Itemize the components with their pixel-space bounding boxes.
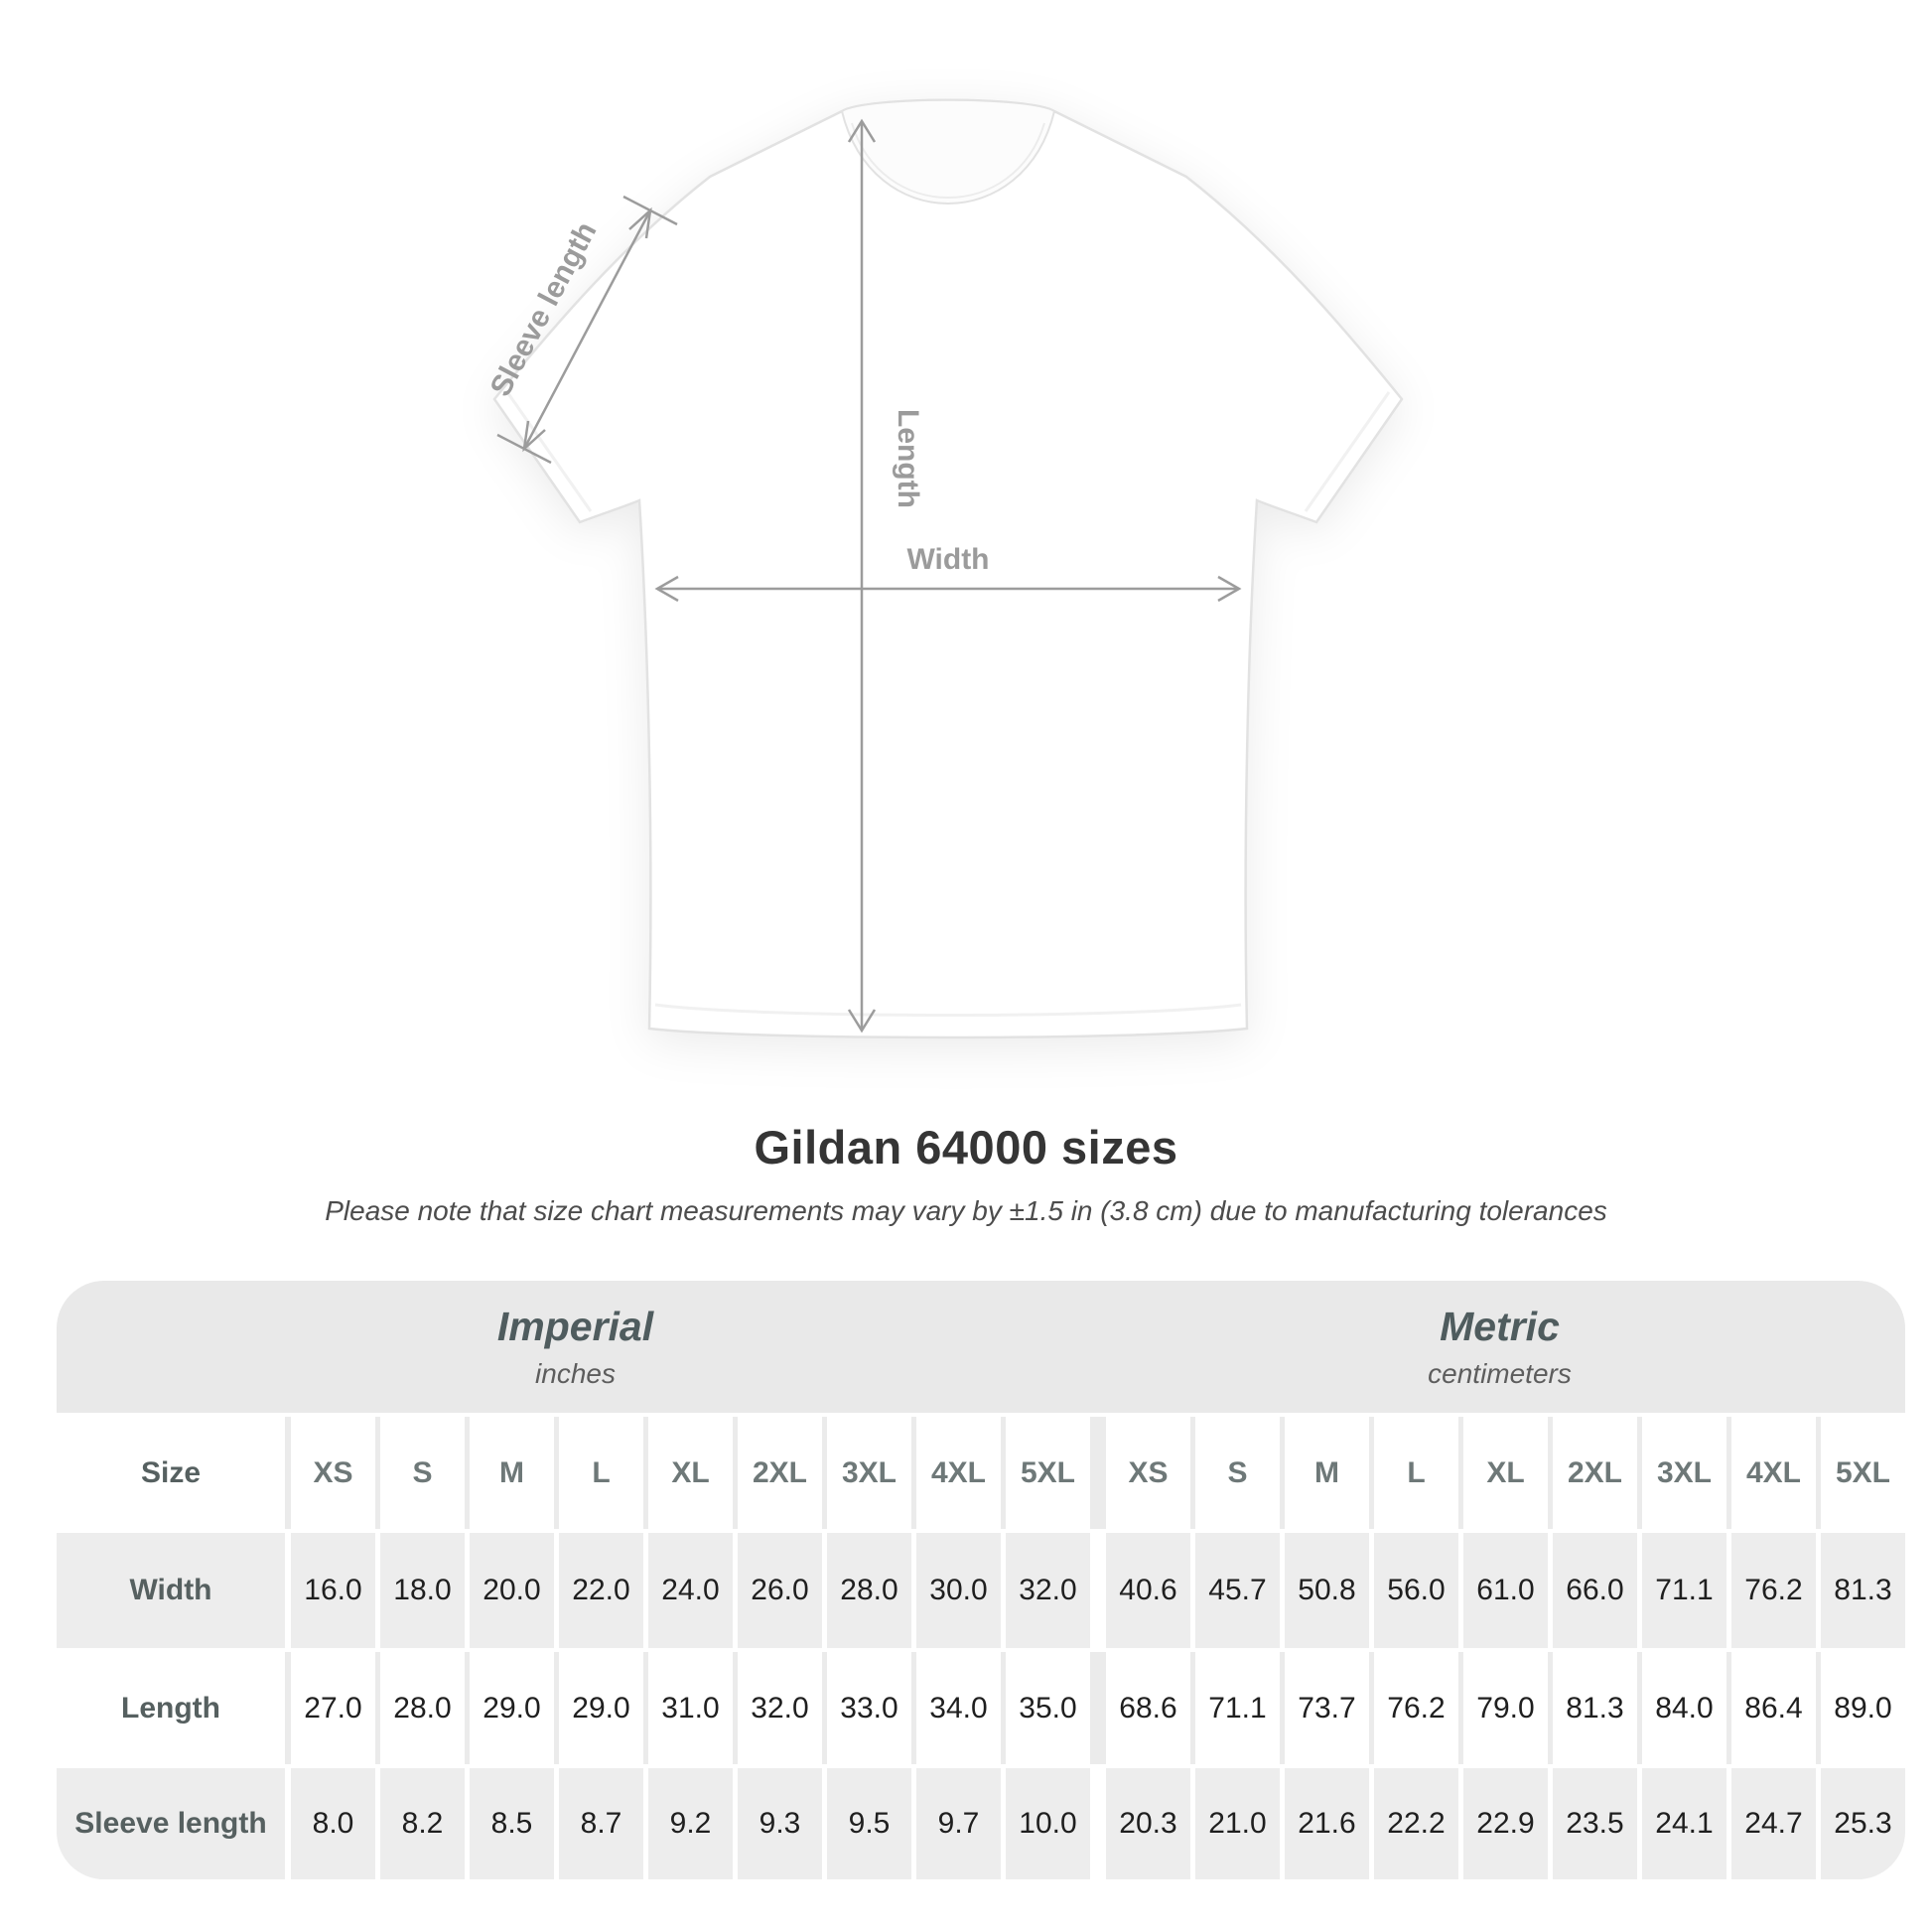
size-header: XL xyxy=(1458,1417,1548,1529)
table-cell: 18.0 xyxy=(375,1533,465,1648)
table-cell: 22.0 xyxy=(554,1533,643,1648)
size-header: 5XL xyxy=(1001,1417,1090,1529)
table-cell: 79.0 xyxy=(1458,1652,1548,1764)
row-label: Length xyxy=(57,1652,285,1764)
table-cell: 35.0 xyxy=(1001,1652,1090,1764)
table-cell: 24.7 xyxy=(1726,1768,1816,1879)
row-label: Sleeve length xyxy=(57,1768,285,1879)
table-cell: 33.0 xyxy=(822,1652,911,1764)
table-cell: 8.2 xyxy=(375,1768,465,1879)
size-header: 4XL xyxy=(911,1417,1001,1529)
table-cell: 40.6 xyxy=(1090,1533,1190,1648)
sleeve-dimension-line xyxy=(522,209,652,450)
table-cell: 8.0 xyxy=(285,1768,375,1879)
size-header: 5XL xyxy=(1816,1417,1905,1529)
table-cell: 24.0 xyxy=(643,1533,733,1648)
unit-header-band: Imperial inches Metric centimeters xyxy=(57,1281,1905,1413)
table-cell: 50.8 xyxy=(1280,1533,1369,1648)
table-cell: 29.0 xyxy=(554,1652,643,1764)
size-header: 3XL xyxy=(822,1417,911,1529)
table-cell: 8.5 xyxy=(465,1768,554,1879)
table-cell: 32.0 xyxy=(733,1652,822,1764)
table-cell: 24.1 xyxy=(1637,1768,1726,1879)
table-cell: 31.0 xyxy=(643,1652,733,1764)
size-header: 2XL xyxy=(733,1417,822,1529)
length-dimension-label: Length xyxy=(892,409,924,508)
table-cell: 16.0 xyxy=(285,1533,375,1648)
metric-unit: centimeters xyxy=(1428,1358,1572,1389)
row-label: Width xyxy=(57,1533,285,1648)
metric-header: Metric centimeters xyxy=(1094,1281,1905,1413)
table-cell: 20.3 xyxy=(1090,1768,1190,1879)
size-header: M xyxy=(465,1417,554,1529)
imperial-header: Imperial inches xyxy=(57,1281,1094,1413)
table-cell: 8.7 xyxy=(554,1768,643,1879)
table-cell: 10.0 xyxy=(1001,1768,1090,1879)
table-cell: 9.5 xyxy=(822,1768,911,1879)
table-cell: 23.5 xyxy=(1548,1768,1637,1879)
table-cell: 21.6 xyxy=(1280,1768,1369,1879)
size-header: XS xyxy=(1090,1417,1190,1529)
table-cell: 45.7 xyxy=(1190,1533,1280,1648)
table-cell: 9.7 xyxy=(911,1768,1001,1879)
table-cell: 28.0 xyxy=(375,1652,465,1764)
table-cell: 28.0 xyxy=(822,1533,911,1648)
size-header: M xyxy=(1280,1417,1369,1529)
table-cell: 84.0 xyxy=(1637,1652,1726,1764)
table-cell: 66.0 xyxy=(1548,1533,1637,1648)
table-cell: 21.0 xyxy=(1190,1768,1280,1879)
table-cell: 86.4 xyxy=(1726,1652,1816,1764)
size-header: 2XL xyxy=(1548,1417,1637,1529)
page-title: Gildan 64000 sizes xyxy=(754,1121,1178,1173)
table-cell: 56.0 xyxy=(1369,1533,1458,1648)
width-dimension-label: Width xyxy=(906,543,989,576)
size-header: XL xyxy=(643,1417,733,1529)
table-cell: 27.0 xyxy=(285,1652,375,1764)
size-table: Imperial inches Metric centimeters Size … xyxy=(57,1281,1905,1879)
table-cell: 20.0 xyxy=(465,1533,554,1648)
imperial-title: Imperial xyxy=(496,1304,654,1349)
size-header: S xyxy=(375,1417,465,1529)
size-header: 3XL xyxy=(1637,1417,1726,1529)
collar xyxy=(840,98,1056,205)
table-cell: 61.0 xyxy=(1458,1533,1548,1648)
table-cell: 81.3 xyxy=(1548,1652,1637,1764)
tolerance-note: Please note that size chart measurements… xyxy=(325,1195,1607,1226)
table-cell: 29.0 xyxy=(465,1652,554,1764)
tshirt-measurement-diagram: Width Length Sleeve length xyxy=(484,98,1404,1039)
table-cell: 32.0 xyxy=(1001,1533,1090,1648)
imperial-unit: inches xyxy=(535,1358,616,1389)
table-cell: 76.2 xyxy=(1726,1533,1816,1648)
table-cell: 22.9 xyxy=(1458,1768,1548,1879)
metric-title: Metric xyxy=(1440,1304,1560,1349)
table-cell: 26.0 xyxy=(733,1533,822,1648)
table-cell: 76.2 xyxy=(1369,1652,1458,1764)
size-header: XS xyxy=(285,1417,375,1529)
table-cell: 22.2 xyxy=(1369,1768,1458,1879)
table-cell: 30.0 xyxy=(911,1533,1001,1648)
table-cell: 89.0 xyxy=(1816,1652,1905,1764)
table-cell: 34.0 xyxy=(911,1652,1001,1764)
table-cell: 9.2 xyxy=(643,1768,733,1879)
size-header: L xyxy=(1369,1417,1458,1529)
size-column-header: Size xyxy=(57,1417,285,1529)
size-header: L xyxy=(554,1417,643,1529)
size-header: S xyxy=(1190,1417,1280,1529)
table-cell: 68.6 xyxy=(1090,1652,1190,1764)
tshirt-illustration xyxy=(492,98,1404,1039)
size-header: 4XL xyxy=(1726,1417,1816,1529)
table-cell: 73.7 xyxy=(1280,1652,1369,1764)
dimension-lines xyxy=(496,118,1242,1034)
table-cell: 25.3 xyxy=(1816,1768,1905,1879)
table-cell: 81.3 xyxy=(1816,1533,1905,1648)
table-cell: 71.1 xyxy=(1190,1652,1280,1764)
table-cell: 71.1 xyxy=(1637,1533,1726,1648)
table-cell: 9.3 xyxy=(733,1768,822,1879)
